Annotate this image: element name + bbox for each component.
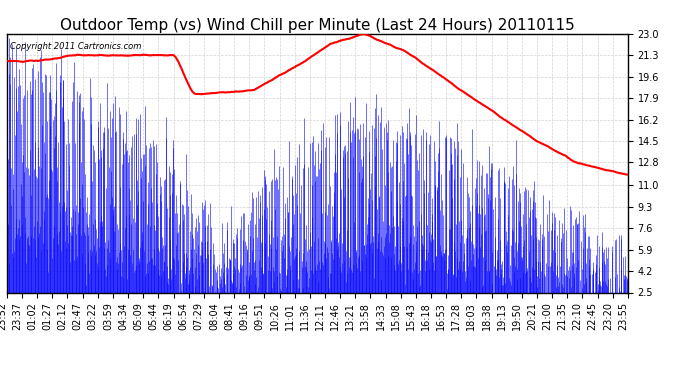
Text: Copyright 2011 Cartronics.com: Copyright 2011 Cartronics.com: [10, 42, 141, 51]
Title: Outdoor Temp (vs) Wind Chill per Minute (Last 24 Hours) 20110115: Outdoor Temp (vs) Wind Chill per Minute …: [60, 18, 575, 33]
